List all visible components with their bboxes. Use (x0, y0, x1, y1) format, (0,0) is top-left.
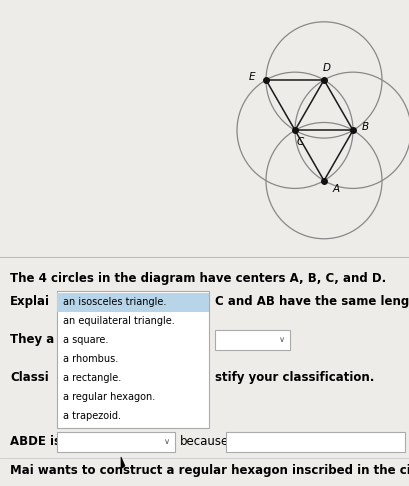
Text: a square.: a square. (63, 335, 108, 345)
Text: A: A (332, 184, 339, 193)
Text: a trapezoid.: a trapezoid. (63, 411, 121, 421)
Polygon shape (121, 457, 125, 469)
Text: ∨: ∨ (278, 335, 284, 344)
Text: They a: They a (10, 333, 54, 346)
Text: ABDE is: ABDE is (10, 435, 61, 449)
Text: an equilateral triangle.: an equilateral triangle. (63, 316, 174, 326)
Text: B: B (361, 122, 368, 132)
Text: E: E (248, 72, 255, 82)
Text: Classi: Classi (10, 371, 49, 384)
Bar (57, 293, 209, 312)
Text: Explai: Explai (10, 295, 50, 308)
Bar (214, 330, 289, 350)
Bar (225, 432, 404, 452)
Text: a regular hexagon.: a regular hexagon. (63, 392, 155, 402)
Text: C: C (296, 138, 303, 147)
Text: C and AB have the same length.: C and AB have the same length. (214, 295, 409, 308)
Text: D: D (322, 63, 330, 73)
Text: ∨: ∨ (164, 437, 170, 447)
Text: Mai wants to construct a regular hexagon inscribed in the circle centere: Mai wants to construct a regular hexagon… (10, 465, 409, 477)
Text: because: because (180, 435, 229, 449)
Text: an isosceles triangle.: an isosceles triangle. (63, 296, 166, 307)
Text: a rhombus.: a rhombus. (63, 354, 118, 364)
Text: a rectangle.: a rectangle. (63, 373, 121, 383)
Bar (57, 432, 175, 452)
Text: The 4 circles in the diagram have centers A, B, C, and D.: The 4 circles in the diagram have center… (10, 272, 385, 285)
Bar (57, 291, 209, 428)
Text: stify your classification.: stify your classification. (214, 371, 373, 384)
